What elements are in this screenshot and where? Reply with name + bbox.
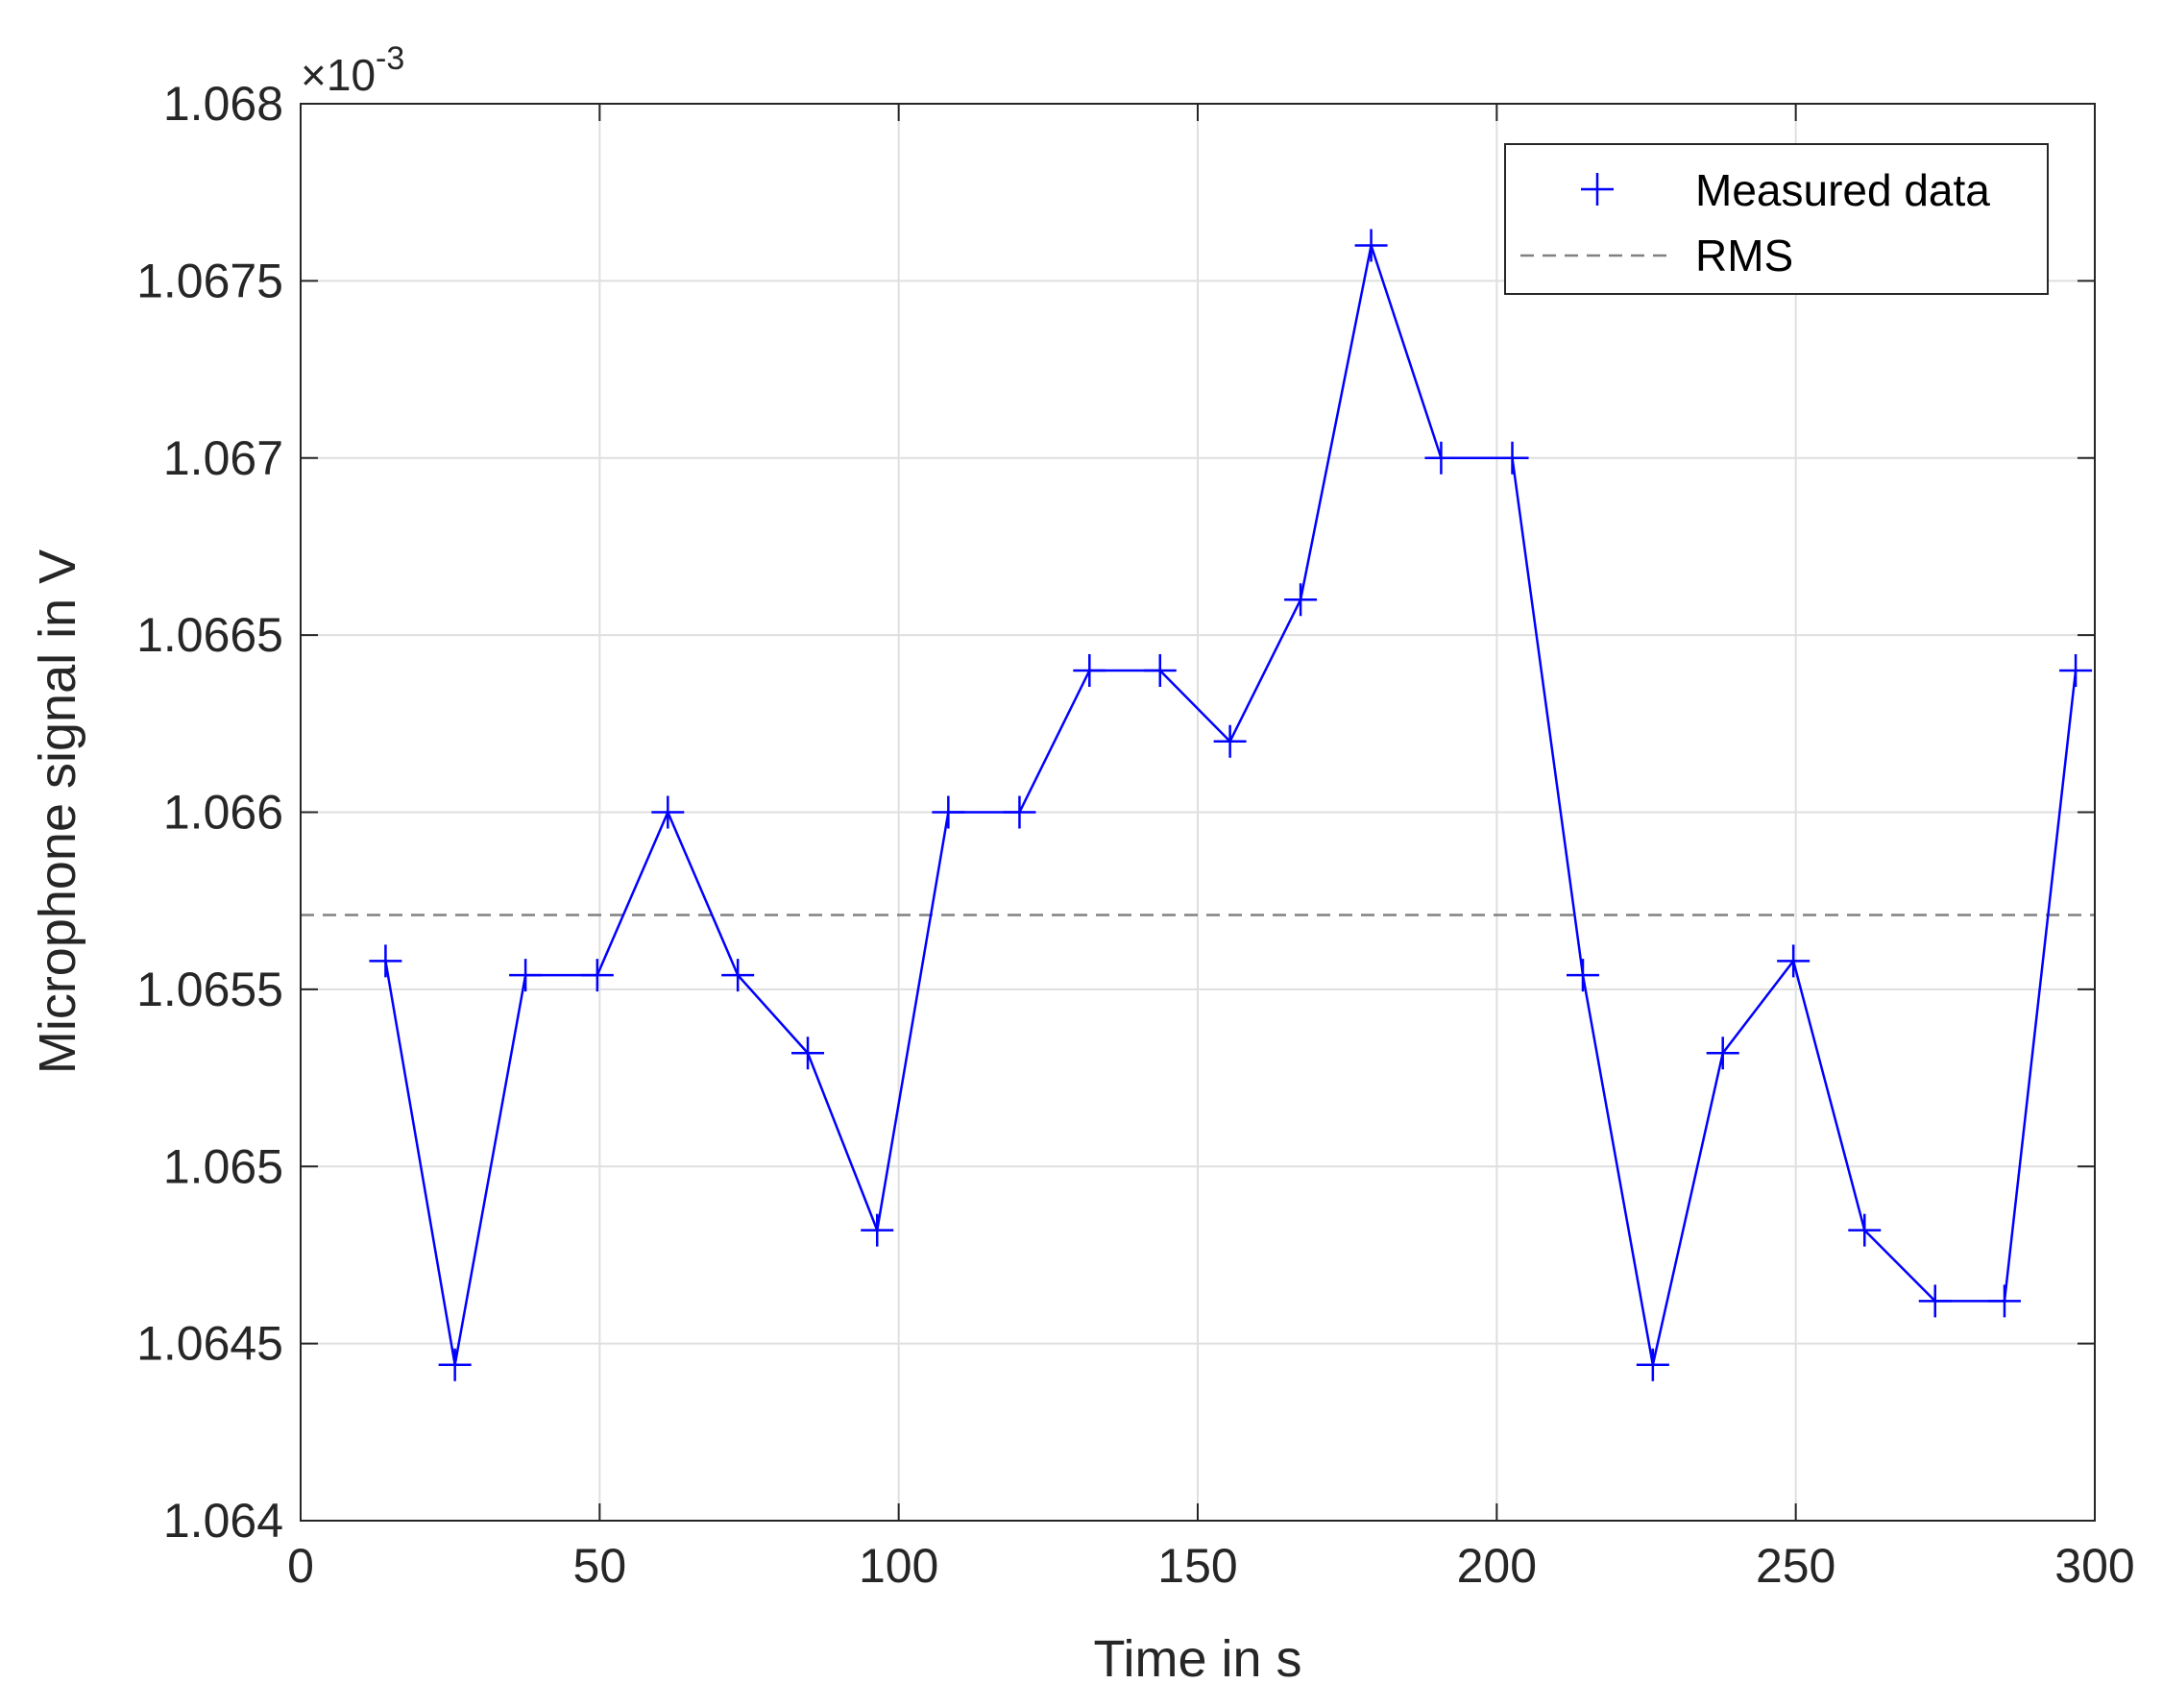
y-axis-label: Microphone signal in V <box>29 549 86 1074</box>
data-point <box>580 959 614 992</box>
data-point <box>1424 441 1458 475</box>
y-tick-label: 1.067 <box>163 431 283 485</box>
legend-label-measured: Measured data <box>1695 165 1990 215</box>
x-tick-label: 150 <box>1157 1539 1237 1593</box>
data-point <box>1987 1284 2021 1318</box>
data-point <box>1003 795 1036 829</box>
x-tick-label: 200 <box>1457 1539 1537 1593</box>
x-tick-label: 300 <box>2054 1539 2134 1593</box>
data-point <box>1706 1037 1739 1070</box>
data-point <box>721 959 755 992</box>
data-point <box>369 944 402 978</box>
legend-marker-measured <box>1581 173 1614 206</box>
y-tick-label: 1.0665 <box>136 608 283 662</box>
data-point <box>2059 654 2093 687</box>
data-point <box>1354 229 1388 262</box>
y-tick-label: 1.0675 <box>136 254 283 307</box>
x-axis-label: Time in s <box>1093 1630 1301 1688</box>
data-point <box>1566 959 1599 992</box>
data-point <box>861 1213 894 1247</box>
y-tick-label: 1.068 <box>163 77 283 131</box>
y-tick-label: 1.064 <box>163 1494 283 1548</box>
y-tick-labels: 1.064 1.0645 1.065 1.0655 1.066 1.0665 1.067 1.… <box>136 77 283 1548</box>
x-tick-label: 250 <box>1756 1539 1835 1593</box>
y-scale-exponent: ×10-3 <box>301 40 404 100</box>
data-point <box>1284 583 1318 617</box>
data-point <box>438 1348 472 1381</box>
y-tick-label: 1.065 <box>163 1139 283 1193</box>
x-tick-labels: 0 50 100 150 200 250 300 <box>287 1539 2135 1593</box>
data-point <box>1073 654 1106 687</box>
y-scale-multiplier: ×10 <box>301 50 376 100</box>
y-tick-label: 1.066 <box>163 786 283 840</box>
x-tick-label: 0 <box>287 1539 314 1593</box>
y-tick-label: 1.0655 <box>136 963 283 1016</box>
data-point <box>1848 1213 1882 1247</box>
data-point <box>509 959 543 992</box>
data-point <box>791 1037 825 1070</box>
data-point <box>1495 441 1529 475</box>
legend-label-rms: RMS <box>1695 231 1793 281</box>
data-point <box>1213 724 1247 758</box>
data-point <box>932 795 965 829</box>
axis-ticks <box>300 103 2096 1522</box>
x-tick-label: 100 <box>859 1539 938 1593</box>
data-point <box>1636 1348 1669 1381</box>
measured-data-series <box>369 229 2093 1381</box>
data-point <box>1777 944 1811 978</box>
y-scale-power: -3 <box>376 40 404 77</box>
x-tick-label: 50 <box>573 1539 627 1593</box>
data-point <box>651 795 685 829</box>
legend: Measured data RMS <box>1504 143 2049 295</box>
y-tick-label: 1.0645 <box>136 1317 283 1371</box>
legend-box <box>1504 143 2049 295</box>
data-point <box>1143 654 1177 687</box>
data-point <box>1918 1284 1952 1318</box>
